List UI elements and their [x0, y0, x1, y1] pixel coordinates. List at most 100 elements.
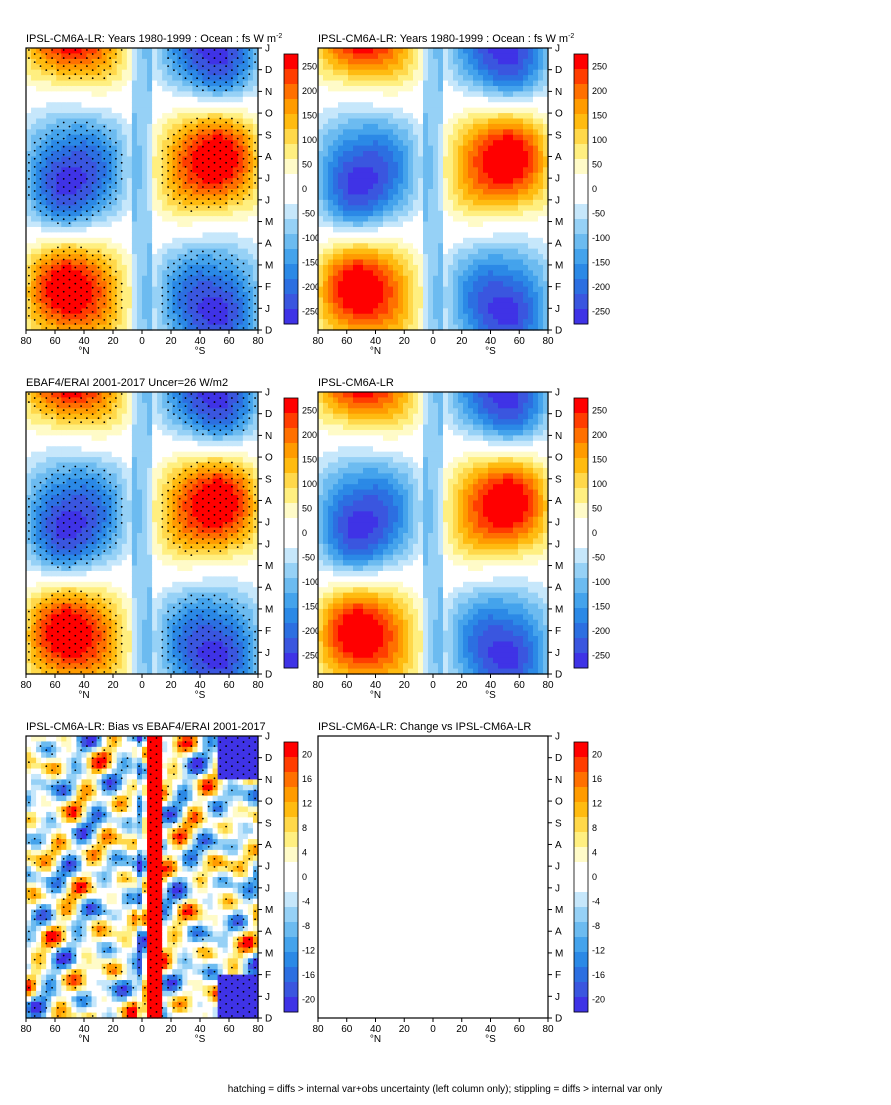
heatmap-cell — [217, 178, 224, 185]
heatmap-cell — [136, 53, 143, 60]
heatmap-cell — [212, 189, 219, 196]
heatmap-cell — [328, 161, 334, 168]
heatmap-cell — [448, 80, 454, 87]
heatmap-cell — [393, 248, 399, 255]
heatmap-cell — [162, 270, 168, 277]
heatmap-cell — [222, 134, 229, 141]
heatmap-cell — [157, 281, 163, 288]
heatmap-cell — [41, 129, 47, 136]
heatmap-cell — [232, 243, 239, 250]
heatmap-cell — [192, 85, 199, 92]
heatmap-cell — [453, 151, 459, 158]
heatmap-cell — [192, 205, 199, 212]
heatmap-cell — [66, 85, 72, 92]
stipple-dot — [219, 198, 222, 200]
stipple-dot — [242, 125, 245, 128]
heatmap-cell — [111, 140, 118, 147]
heatmap-cell — [378, 281, 384, 288]
heatmap-cell — [197, 123, 204, 130]
heatmap-cell — [383, 248, 389, 255]
heatmap-cell — [358, 85, 364, 92]
heatmap-cell — [353, 199, 359, 206]
stipple-dot — [74, 290, 77, 293]
heatmap-cell — [81, 313, 88, 320]
heatmap-cell — [373, 232, 379, 239]
heatmap-cell — [116, 324, 123, 331]
heatmap-cell — [96, 151, 103, 158]
heatmap-cell — [96, 102, 103, 109]
heatmap-cell — [41, 210, 47, 217]
stipple-dot — [109, 266, 111, 269]
heatmap-cell — [106, 134, 113, 141]
heatmap-cell — [56, 48, 62, 55]
heatmap-cell — [468, 270, 474, 277]
heatmap-cell — [147, 167, 153, 174]
heatmap-cell — [31, 123, 37, 130]
heatmap-cell — [41, 134, 47, 141]
heatmap-cell — [207, 69, 214, 76]
heatmap-cell — [157, 264, 163, 271]
heatmap-cell — [76, 183, 83, 190]
heatmap-cell — [111, 113, 118, 120]
heatmap-cell — [81, 123, 88, 130]
heatmap-cell — [318, 286, 324, 293]
stipple-dot — [236, 178, 239, 180]
heatmap-cell — [232, 313, 239, 320]
heatmap-cell — [483, 80, 489, 87]
heatmap-cell — [318, 58, 324, 65]
heatmap-cell — [438, 308, 444, 315]
heatmap-cell — [428, 210, 434, 217]
heatmap-cell — [348, 221, 354, 228]
stipple-dot — [28, 274, 30, 277]
heatmap-cell — [116, 53, 123, 60]
heatmap-cell — [423, 286, 429, 293]
heatmap-cell — [328, 237, 334, 244]
heatmap-cell — [378, 178, 384, 185]
heatmap-cell — [393, 313, 399, 320]
heatmap-cell — [76, 324, 83, 331]
heatmap-cell — [237, 232, 244, 239]
heatmap-cell — [26, 216, 32, 223]
heatmap-cell — [152, 113, 158, 120]
heatmap-cell — [252, 286, 259, 293]
stipple-dot — [219, 286, 222, 289]
heatmap-cell — [227, 221, 234, 228]
heatmap-cell — [192, 189, 199, 196]
heatmap-cell — [111, 297, 118, 304]
heatmap-cell — [172, 58, 178, 65]
heatmap-cell — [237, 189, 244, 196]
heatmap-cell — [428, 58, 434, 65]
heatmap-cell — [46, 123, 52, 130]
heatmap-cell — [358, 199, 364, 206]
heatmap-cell — [438, 151, 444, 158]
heatmap-cell — [96, 123, 103, 130]
stipple-dot — [97, 65, 100, 68]
heatmap-cell — [91, 107, 98, 114]
heatmap-cell — [428, 69, 434, 76]
heatmap-cell — [363, 58, 369, 65]
stipple-dot — [68, 214, 71, 217]
stipple-dot — [225, 161, 228, 164]
heatmap-cell — [418, 281, 424, 288]
heatmap-cell — [413, 156, 419, 163]
heatmap-cell — [388, 281, 394, 288]
stipple-dot — [103, 53, 106, 55]
heatmap-cell — [217, 205, 224, 212]
stipple-dot — [115, 278, 117, 281]
heatmap-cell — [333, 189, 339, 196]
heatmap-cell — [106, 91, 113, 98]
heatmap-cell — [363, 216, 369, 223]
heatmap-cell — [101, 183, 108, 190]
heatmap-cell — [473, 118, 479, 125]
heatmap-cell — [187, 270, 194, 277]
heatmap-cell — [343, 118, 349, 125]
heatmap-cell — [152, 161, 158, 168]
heatmap-cell — [358, 302, 364, 309]
heatmap-cell — [443, 96, 449, 103]
heatmap-cell — [388, 254, 394, 261]
stipple-dot — [57, 182, 59, 184]
stipple-dot — [109, 57, 111, 59]
heatmap-cell — [167, 75, 173, 82]
heatmap-cell — [318, 91, 324, 98]
stipple-dot — [51, 65, 53, 68]
